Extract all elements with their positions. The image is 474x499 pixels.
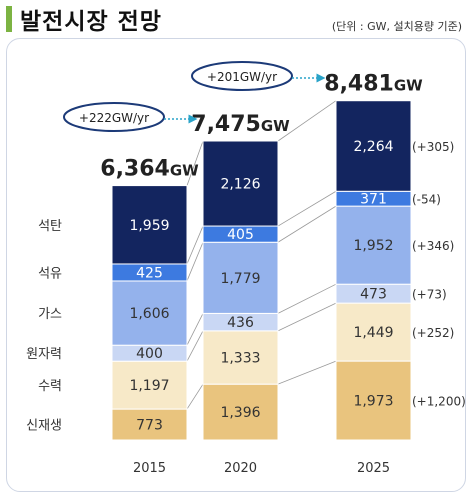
bar-segment-2025-1 (335, 302, 412, 362)
value-label-2025-1: 1,449 (353, 325, 393, 341)
value-label-2020-5: 2,126 (220, 177, 260, 193)
value-label-2025-5: 2,264 (353, 139, 393, 155)
total-label-2020: 7,475GW (191, 112, 290, 137)
legend-label-5: 석탄 (38, 219, 62, 234)
growth-label-0: +222GW/yr (79, 111, 149, 125)
growth-ellipse-1 (191, 61, 293, 91)
bar-segment-2025-0 (335, 360, 412, 441)
legend-label-1: 수력 (38, 379, 62, 394)
value-label-2015-2: 400 (136, 346, 163, 362)
x-tick-2015: 2015 (133, 461, 166, 476)
value-label-2015-1: 1,197 (129, 378, 169, 394)
bar-segment-2025-5 (335, 100, 412, 192)
connector-line (277, 302, 337, 332)
change-label-2: (+73) (412, 288, 447, 302)
change-label-4: (-54) (412, 193, 441, 207)
legend-label-4: 석유 (38, 266, 62, 281)
page-title: 발전시장 전망 (20, 9, 162, 35)
connector-line (277, 190, 337, 227)
value-label-2025-3: 1,952 (353, 238, 393, 254)
unit-note: (단위 : GW, 설치용량 기준) (331, 20, 462, 33)
change-label-0: (+1,200) (412, 395, 466, 409)
value-label-2025-0: 1,973 (353, 394, 393, 410)
bar-segment-2015-0 (111, 408, 188, 441)
title-accent-bar (6, 6, 12, 32)
total-label-2015: 6,364GW (100, 157, 199, 182)
connector-line (277, 100, 337, 142)
value-label-2020-3: 1,779 (220, 271, 260, 287)
x-tick-2025: 2025 (357, 461, 390, 476)
bar-segment-2015-1 (111, 360, 188, 410)
bar-segment-2020-1 (202, 330, 279, 385)
value-label-2015-4: 425 (136, 265, 163, 281)
legend-label-3: 가스 (38, 307, 62, 322)
bar-segment-2020-3 (202, 241, 279, 314)
bar-segment-2015-3 (111, 280, 188, 346)
x-tick-2020: 2020 (224, 461, 257, 476)
legend-label-2: 원자력 (26, 347, 62, 362)
value-label-2020-1: 1,333 (220, 351, 260, 367)
change-label-5: (+305) (412, 140, 454, 154)
bar-segment-2025-3 (335, 205, 412, 285)
change-label-3: (+346) (412, 239, 454, 253)
value-label-2020-0: 1,396 (220, 405, 260, 421)
total-label-2025: 8,481GW (324, 72, 423, 97)
change-label-1: (+252) (412, 326, 454, 340)
value-label-2020-4: 405 (227, 227, 254, 243)
connector-line (186, 242, 204, 282)
value-label-2025-2: 473 (360, 287, 387, 303)
growth-label-1: +201GW/yr (207, 70, 277, 84)
connector-line (277, 360, 337, 385)
bar-segment-2020-5 (202, 140, 279, 227)
connector-line (277, 205, 337, 243)
value-label-2015-0: 773 (136, 418, 163, 434)
connector-line (186, 313, 204, 346)
connector-line (186, 225, 204, 265)
connector-line (277, 283, 337, 314)
value-label-2015-5: 1,959 (129, 218, 169, 234)
bar-segment-2015-5 (111, 185, 188, 265)
growth-ellipse-0 (63, 102, 165, 132)
connector-line (186, 330, 204, 362)
legend-label-0: 신재생 (26, 419, 62, 434)
bar-segment-2020-0 (202, 383, 279, 441)
connector-line (186, 140, 204, 186)
value-label-2020-2: 436 (227, 315, 254, 331)
value-label-2015-3: 1,606 (129, 306, 169, 322)
connector-line (186, 383, 204, 410)
value-label-2025-4: 371 (360, 192, 387, 208)
